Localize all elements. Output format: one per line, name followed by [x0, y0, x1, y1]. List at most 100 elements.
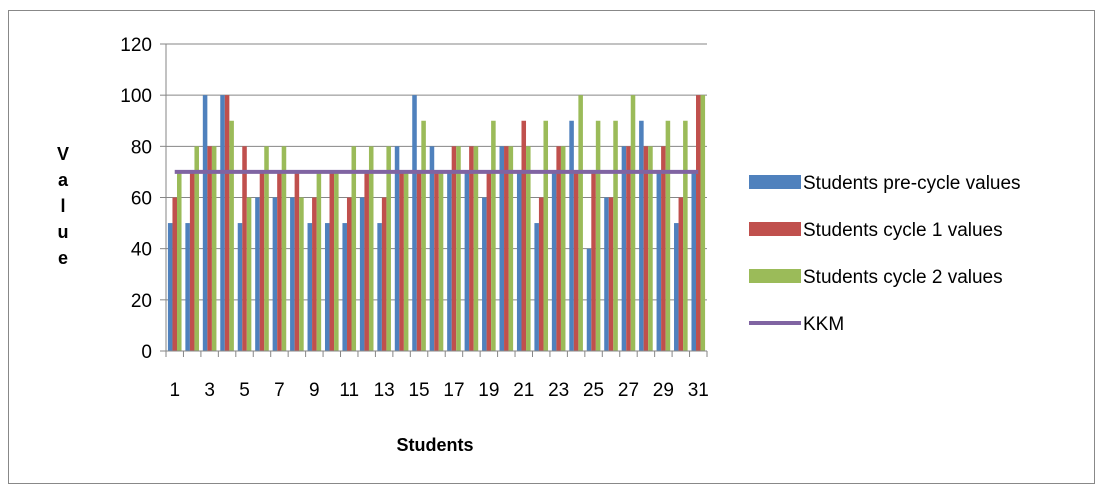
x-tick-labels: 1 3 5 7 9 11 13 15 17 19 21 23 25 27 29 31	[169, 380, 708, 401]
legend-label-series3: Students cycle 2 values	[803, 267, 1003, 288]
bar-series2-student-13	[381, 197, 387, 351]
bars	[167, 95, 706, 351]
bar-series3-student-13	[386, 146, 391, 351]
x-tick-label-25: 25	[583, 380, 604, 401]
bar-series3-student-3	[211, 146, 217, 351]
bar-series1-student-6	[255, 197, 260, 351]
bar-series2-student-8	[294, 171, 300, 351]
bar-series2-student-22	[538, 197, 544, 351]
chart-frame: 0 20 40 60 80 100 120 1 3 5 7 9 11 13 15 17 19 21 23 25 27 2…	[8, 10, 1095, 484]
bar-series1-student-11	[342, 223, 347, 351]
bar-series2-student-31	[696, 95, 701, 351]
bar-series2-student-19	[486, 171, 492, 351]
bar-series1-student-13	[377, 223, 382, 351]
bar-series3-student-25	[595, 120, 601, 351]
bar-series3-student-12	[368, 146, 374, 351]
bar-series1-student-28	[639, 120, 644, 351]
bar-series3-student-5	[246, 197, 252, 351]
bar-series2-student-18	[469, 146, 474, 351]
bar-series3-student-2	[194, 146, 199, 351]
y-tick-labels: 0 20 40 60 80 100 120	[120, 35, 152, 363]
bar-series3-student-17	[456, 146, 461, 351]
bar-series2-student-4	[224, 95, 230, 351]
x-tick-label-19: 19	[478, 380, 499, 401]
legend-label-kkm: KKM	[803, 314, 844, 335]
bar-series1-student-22	[534, 223, 539, 351]
bar-series3-student-19	[491, 120, 496, 351]
bar-series2-student-27	[626, 146, 631, 351]
bar-series1-student-18	[464, 171, 470, 351]
bar-series3-student-8	[299, 197, 304, 351]
x-tick-label-3: 3	[204, 380, 215, 401]
bar-series1-student-21	[516, 171, 522, 351]
bar-series3-student-9	[316, 171, 322, 351]
legend: Students pre-cycle values Students cycle …	[749, 173, 1021, 335]
bar-series1-student-15	[412, 95, 417, 351]
bar-series3-student-23	[560, 146, 566, 351]
x-tick-label-29: 29	[653, 380, 674, 401]
bar-series1-student-17	[447, 171, 452, 351]
x-tick-label-5: 5	[239, 380, 250, 401]
bar-series1-student-27	[621, 146, 627, 351]
x-tick-label-1: 1	[169, 380, 180, 401]
bar-series1-student-10	[324, 223, 330, 351]
legend-label-series2: Students cycle 1 values	[803, 220, 1003, 241]
bar-series1-student-26	[604, 197, 609, 351]
x-tick-label-11: 11	[339, 380, 359, 401]
legend-label-series1: Students pre-cycle values	[803, 173, 1021, 194]
bar-series1-student-24	[569, 120, 574, 351]
bar-series1-student-25	[586, 248, 592, 351]
x-tick-label-15: 15	[408, 380, 429, 401]
bar-series3-student-31	[700, 95, 706, 351]
bar-series3-student-28	[648, 146, 653, 351]
bar-series3-student-16	[438, 171, 444, 351]
bar-series2-student-3	[207, 146, 212, 351]
axes	[160, 43, 708, 357]
y-axis-title-letter-1: V	[57, 144, 69, 164]
bar-series2-student-15	[416, 171, 422, 351]
bar-series1-student-12	[359, 197, 365, 351]
bar-series3-student-22	[543, 120, 549, 351]
bar-series1-student-30	[674, 223, 679, 351]
x-tick-label-27: 27	[618, 380, 639, 401]
bar-series2-student-29	[661, 146, 666, 351]
bar-series2-student-23	[556, 146, 561, 351]
bar-series1-student-9	[307, 223, 313, 351]
y-tick-label-80: 80	[131, 137, 152, 158]
legend-swatch-series3	[749, 269, 801, 283]
y-tick-label-0: 0	[141, 342, 152, 363]
bar-series2-student-9	[312, 197, 317, 351]
y-tick-label-20: 20	[131, 291, 152, 312]
bar-series3-student-14	[403, 171, 409, 351]
bar-series2-student-21	[521, 120, 527, 351]
x-tick-label-13: 13	[374, 380, 395, 401]
bar-series2-student-20	[504, 146, 509, 351]
bar-series3-student-15	[421, 120, 426, 351]
bar-series2-student-2	[189, 171, 195, 351]
bar-series2-student-24	[573, 171, 579, 351]
bar-series1-student-4	[220, 95, 225, 351]
bar-series3-student-24	[578, 95, 583, 351]
bar-series2-student-17	[451, 146, 457, 351]
x-axis-title: Students	[396, 435, 473, 455]
bar-series2-student-6	[259, 171, 265, 351]
bar-series1-student-2	[185, 223, 190, 351]
legend-swatch-series1	[749, 175, 801, 189]
bar-series1-student-5	[237, 223, 243, 351]
y-tick-label-40: 40	[131, 240, 152, 261]
bar-series3-student-20	[508, 146, 514, 351]
y-tick-label-100: 100	[120, 86, 152, 107]
bar-series1-student-1	[167, 223, 173, 351]
bar-series1-student-14	[394, 146, 400, 351]
bar-series3-student-4	[229, 120, 234, 351]
bar-series3-student-10	[334, 171, 339, 351]
bar-series3-student-21	[526, 146, 531, 351]
bar-series2-student-1	[172, 197, 177, 351]
bar-series2-student-25	[591, 171, 596, 351]
y-tick-label-60: 60	[131, 189, 152, 210]
bar-series1-student-8	[290, 197, 295, 351]
x-tick-label-7: 7	[274, 380, 285, 401]
x-tick-label-17: 17	[443, 380, 464, 401]
bar-series2-student-5	[242, 146, 247, 351]
bar-series3-student-26	[613, 120, 618, 351]
